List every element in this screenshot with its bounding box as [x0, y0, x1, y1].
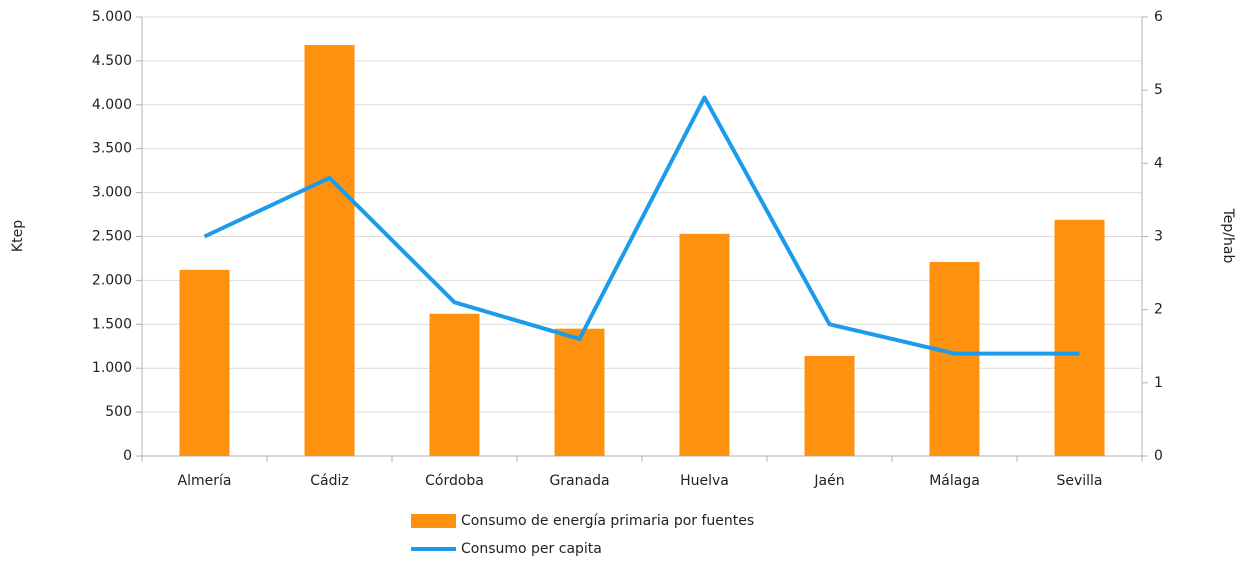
x-tick-label: Granada	[549, 473, 609, 489]
x-tick-label: Málaga	[929, 473, 980, 489]
y-tick-label: 4.500	[92, 53, 132, 69]
y-axis-label: Ktep	[10, 220, 26, 252]
y-tick-label: 0	[123, 448, 132, 464]
y-tick-label: 2.500	[92, 229, 132, 245]
x-tick-label: Jaén	[813, 473, 844, 489]
x-tick-label: Almería	[178, 473, 232, 489]
y2-tick-label: 6	[1154, 9, 1163, 25]
x-tick-label: Huelva	[680, 473, 729, 489]
y-tick-label: 3.000	[92, 185, 132, 201]
x-tick-label: Cádiz	[310, 473, 348, 489]
y-tick-label: 3.500	[92, 141, 132, 157]
x-tick-label: Córdoba	[425, 473, 484, 489]
bar	[679, 233, 730, 456]
y-tick-label: 4.000	[92, 97, 132, 113]
bar	[929, 261, 980, 456]
y2-tick-label: 1	[1154, 375, 1163, 391]
y2-tick-label: 3	[1154, 229, 1163, 245]
bar	[554, 328, 605, 456]
legend-label: Consumo per capita	[461, 541, 602, 557]
y-tick-label: 500	[105, 404, 132, 420]
legend-label: Consumo de energía primaria por fuentes	[461, 513, 754, 529]
y-tick-label: 5.000	[92, 9, 132, 25]
y-tick-label: 1.000	[92, 360, 132, 376]
y2-tick-label: 0	[1154, 448, 1163, 464]
y2-tick-label: 5	[1154, 82, 1163, 98]
legend-swatch	[411, 514, 456, 528]
bar	[804, 355, 855, 456]
y2-axis-label: Tep/hab	[1220, 208, 1236, 264]
bar	[179, 269, 230, 456]
y-tick-label: 1.500	[92, 316, 132, 332]
bar	[429, 313, 480, 456]
line	[203, 95, 1080, 356]
y-tick-label: 2.000	[92, 272, 132, 288]
y2-tick-label: 4	[1154, 155, 1163, 171]
bar	[1054, 219, 1105, 456]
x-tick-label: Sevilla	[1056, 473, 1102, 489]
y2-tick-label: 2	[1154, 302, 1163, 318]
bar	[304, 45, 355, 456]
